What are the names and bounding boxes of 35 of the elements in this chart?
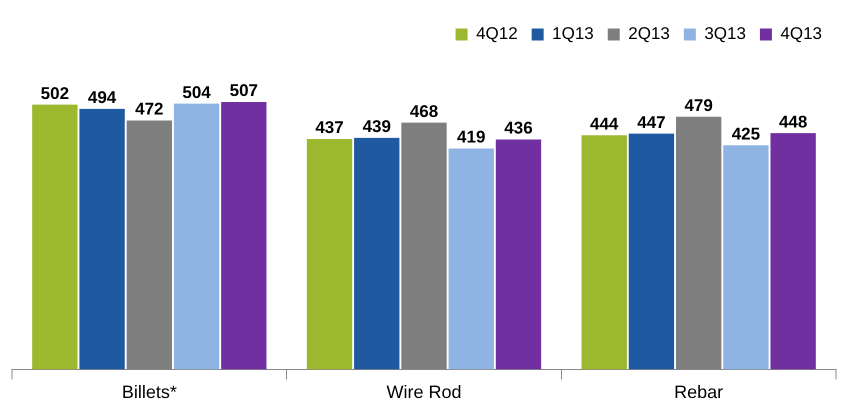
legend-label: 2Q13 [628, 24, 670, 44]
bar [496, 139, 542, 370]
data-label: 448 [778, 112, 808, 132]
bar [448, 148, 494, 370]
data-label: 494 [88, 88, 117, 108]
x-tick-label: Wire Rod [386, 382, 462, 402]
bar [770, 133, 816, 370]
data-label: 479 [684, 96, 713, 115]
bar [582, 135, 627, 370]
data-label: 504 [182, 82, 212, 102]
data-label: 447 [637, 112, 666, 132]
bar [628, 134, 674, 370]
data-label: 436 [504, 118, 533, 138]
bar [306, 138, 352, 370]
data-label: 437 [315, 118, 344, 138]
legend-label: 1Q13 [552, 24, 594, 44]
data-label: 502 [40, 84, 70, 103]
data-label: 425 [732, 124, 760, 144]
bar [174, 104, 220, 370]
bar [79, 108, 125, 370]
data-label: 444 [590, 114, 619, 134]
data-label: 507 [230, 81, 258, 100]
legend-label: 4Q12 [476, 24, 518, 44]
bar [723, 145, 769, 370]
legend-label: 4Q13 [780, 24, 822, 44]
data-label: 419 [457, 128, 486, 147]
data-label: 439 [362, 117, 391, 136]
x-tick-label: Rebar [674, 382, 724, 402]
legend-label: 3Q13 [704, 24, 746, 44]
bar [221, 102, 266, 370]
x-tick-label: Billets* [122, 382, 177, 402]
data-label: 468 [410, 102, 438, 121]
bar [354, 138, 400, 370]
bar [32, 104, 78, 370]
data-label: 472 [135, 100, 164, 119]
